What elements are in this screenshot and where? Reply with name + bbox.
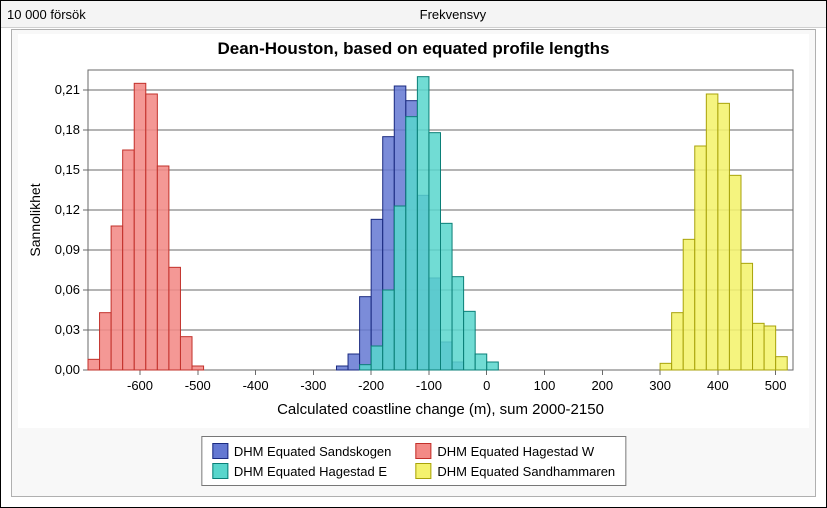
x-tick-label: 400 [707, 378, 729, 393]
legend-swatch [212, 443, 228, 459]
x-tick-label: -200 [358, 378, 384, 393]
trial-count-label: 10 000 försök [7, 7, 86, 22]
x-tick-label: 500 [765, 378, 787, 393]
top-bar: 10 000 försök Frekvensvy [1, 1, 826, 28]
series-hagestad_w [88, 83, 204, 370]
x-tick-label: -100 [416, 378, 442, 393]
app-window: 10 000 försök Frekvensvy Dean-Houston, b… [0, 0, 827, 508]
legend-swatch [415, 463, 431, 479]
legend-swatch [212, 463, 228, 479]
y-tick-label: 0,21 [55, 82, 80, 97]
y-tick-label: 0,00 [55, 362, 80, 377]
legend-item-hagestad_w: DHM Equated Hagestad W [415, 443, 615, 459]
histogram-chart: Dean-Houston, based on equated profile l… [18, 34, 809, 428]
chart-panel: Dean-Houston, based on equated profile l… [11, 29, 816, 497]
x-tick-label: 300 [649, 378, 671, 393]
y-tick-label: 0,03 [55, 322, 80, 337]
legend-label: DHM Equated Hagestad W [437, 444, 594, 459]
legend-item-sandskogen: DHM Equated Sandskogen [212, 443, 392, 459]
y-tick-label: 0,09 [55, 242, 80, 257]
x-tick-label: -400 [243, 378, 269, 393]
x-tick-label: -300 [300, 378, 326, 393]
y-axis-label: Sannolikhet [27, 183, 43, 256]
y-tick-label: 0,15 [55, 162, 80, 177]
view-title-label: Frekvensvy [86, 7, 820, 22]
x-tick-label: 100 [534, 378, 556, 393]
legend-swatch [415, 443, 431, 459]
series-sandhammaren [660, 94, 787, 370]
legend-label: DHM Equated Hagestad E [234, 464, 387, 479]
legend-item-sandhammaren: DHM Equated Sandhammaren [415, 463, 615, 479]
y-tick-label: 0,18 [55, 122, 80, 137]
y-tick-label: 0,06 [55, 282, 80, 297]
chart-area: Dean-Houston, based on equated profile l… [18, 34, 809, 428]
chart-legend: DHM Equated Sandskogen DHM Equated Hagest… [201, 436, 626, 486]
x-tick-label: 200 [591, 378, 613, 393]
legend-item-hagestad_e: DHM Equated Hagestad E [212, 463, 392, 479]
legend-label: DHM Equated Sandhammaren [437, 464, 615, 479]
x-tick-label: -500 [185, 378, 211, 393]
x-axis-label: Calculated coastline change (m), sum 200… [277, 401, 604, 418]
x-tick-label: 0 [483, 378, 490, 393]
y-tick-label: 0,12 [55, 202, 80, 217]
legend-label: DHM Equated Sandskogen [234, 444, 392, 459]
x-tick-label: -600 [127, 378, 153, 393]
chart-title: Dean-Houston, based on equated profile l… [218, 39, 610, 58]
